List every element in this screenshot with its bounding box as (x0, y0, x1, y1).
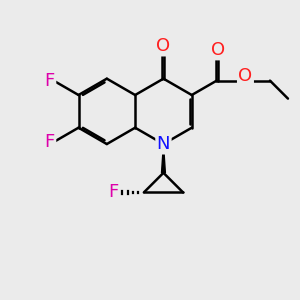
Text: F: F (45, 72, 55, 90)
Text: O: O (156, 37, 170, 55)
Text: F: F (45, 133, 55, 151)
Text: F: F (108, 183, 118, 201)
Text: N: N (157, 135, 170, 153)
Text: O: O (211, 41, 225, 59)
Polygon shape (161, 144, 165, 173)
Text: O: O (238, 67, 253, 85)
